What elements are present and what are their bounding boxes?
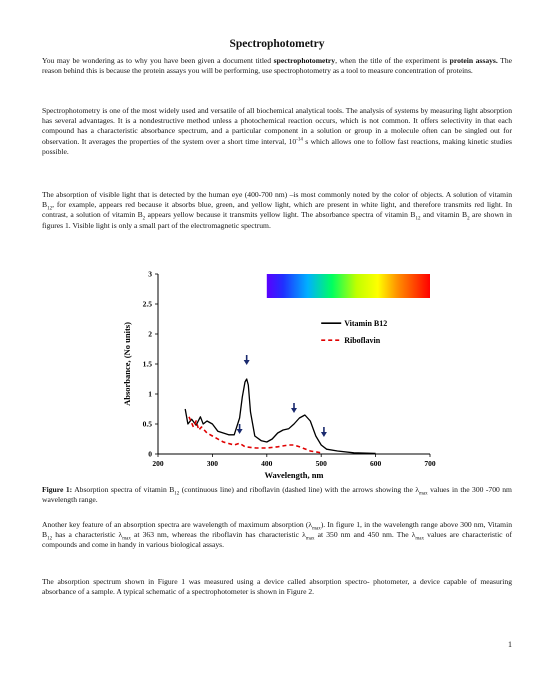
para4-sub-3: max [122, 536, 131, 542]
para4-sub-1: max [312, 526, 321, 532]
lambda-max-arrow [320, 427, 327, 437]
para3-sub-3: 12 [415, 216, 421, 222]
y-tick-label: 3 [148, 270, 152, 279]
para1-text-e: The reason behind this is because the pr… [42, 56, 512, 76]
caption-text-a: Absorption spectra of vitamin B [72, 485, 175, 494]
x-tick-label: 200 [152, 459, 164, 468]
chart-series [184, 378, 376, 455]
caption-text-c: values in the 300 -700 nm wavelength ran… [42, 485, 512, 505]
lambda-max-arrow [236, 424, 243, 434]
chart-legend: Vitamin B12 Riboflavin [321, 319, 387, 345]
x-tick-label: 400 [261, 459, 273, 468]
legend-label: Vitamin B12 [344, 319, 387, 328]
y-axis-label: Absorbance, (No units) [122, 322, 132, 406]
caption-text-b: (continuous line) and riboflavin (dashed… [179, 485, 420, 494]
paragraph-spectrophotometer: The absorption spectrum shown in Figure … [42, 577, 512, 597]
document-title: Spectrophotometry [229, 38, 325, 50]
x-tick-label: 300 [207, 459, 219, 468]
chart-ticks: 200 300 400 500 600 700 0 0.5 1 1.5 2 2.5 3 [143, 270, 436, 469]
para2-text-a: Spectrophotometry is one of the most wid… [42, 106, 512, 146]
para4-sub-5: max [415, 536, 425, 542]
y-tick-label: 2 [148, 330, 152, 339]
visible-spectrum-band [266, 274, 430, 298]
x-tick-label: 500 [316, 459, 328, 468]
caption-sub-2: max [419, 491, 428, 497]
para1-text-a: You may be wondering as to why you have … [42, 56, 274, 65]
para3-text-b: , for example, appears red because it ab… [42, 200, 512, 220]
para3-text-e: are shown in figures 1. Visible light is… [42, 210, 512, 230]
caption-sub-1: 12 [174, 491, 180, 497]
page-number: 1 [508, 640, 512, 649]
para4-text-b: ). In figure 1, in the wavelength range … [42, 520, 512, 540]
para4-text-c: has a characteristic λ [52, 530, 123, 540]
lambda-max-arrow [291, 403, 297, 413]
paragraph-visible-light: The absorption of visible light that is … [42, 190, 512, 231]
y-tick-label: 0.5 [143, 420, 153, 429]
figure-caption-label: Figure 1: [42, 485, 73, 494]
absorption-spectra-chart: 200 300 400 500 600 700 0 0.5 1 1.5 2 2.5 3 Vitamin … [122, 270, 436, 481]
para3-sub-1: 12 [47, 206, 53, 212]
x-tick-label: 700 [424, 459, 436, 468]
para3-text-c: appears yellow because it transmits yell… [145, 210, 416, 220]
lambda-max-arrow [243, 355, 250, 365]
figure-caption: Figure 1: Absorption spectra of vitamin … [42, 485, 512, 505]
para3-sub-4: 2 [467, 216, 470, 222]
y-tick-label: 1.5 [143, 360, 153, 369]
paragraph-spectrophotometry: Spectrophotometry is one of the most wid… [42, 106, 512, 157]
x-tick-label: 600 [370, 459, 382, 468]
para1-bold-protein-assays: protein assays. [449, 56, 498, 65]
para3-text-d: and vitamin B [420, 210, 468, 220]
para3-sub-2: 2 [142, 216, 146, 222]
y-tick-label: 0 [148, 450, 152, 459]
x-axis-label: Wavelength, nm [264, 470, 323, 480]
para4-sub-4: max [305, 536, 315, 542]
para2-text-b: s which allows one to follow fast reacti… [42, 136, 512, 156]
para4-text-d: at 363 nm, whereas the riboflavin has ch… [130, 530, 306, 540]
paragraph-lambda-max: Another key feature of an absorption spe… [42, 520, 512, 551]
chart-arrows [236, 355, 327, 437]
document-page: Spectrophotometry You may be wondering a… [42, 0, 512, 700]
legend-label: Riboflavin [344, 336, 381, 345]
para3-text-a: The absorption of visible light that is … [42, 190, 512, 210]
para4-text-e: at 350 nm and 450 nm. The λ [314, 530, 416, 540]
para4-text-a: Another key feature of an absorption spe… [42, 520, 313, 529]
para1-text-c: , when the title of the experiment is [335, 56, 450, 65]
series-line-vitamin-b12 [184, 378, 376, 455]
para1-bold-spectrophotometry: spectrophotometry [273, 56, 336, 65]
para4-text-f: values are characteristic of compounds a… [42, 530, 512, 550]
y-tick-label: 2.5 [143, 300, 153, 309]
para4-sub-2: 12 [47, 536, 53, 542]
paragraph-intro: You may be wondering as to why you have … [42, 56, 512, 76]
y-tick-label: 1 [148, 390, 152, 399]
para2-superscript: -14 [296, 137, 303, 143]
chart-axes [157, 274, 430, 455]
